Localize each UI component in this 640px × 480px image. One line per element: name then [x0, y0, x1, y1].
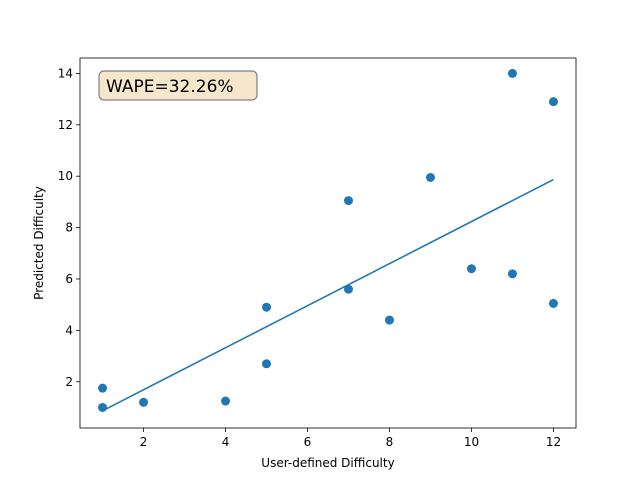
data-point — [343, 196, 353, 206]
regression-line-layer — [102, 178, 554, 412]
data-point — [466, 264, 476, 274]
wape-annotation: WAPE=32.26% — [98, 70, 258, 101]
x-tick-label: 8 — [386, 435, 394, 449]
x-tick-label: 2 — [140, 435, 148, 449]
data-point — [221, 396, 231, 406]
y-tick-label: 12 — [58, 118, 73, 132]
data-point — [548, 97, 558, 107]
y-tick-label: 8 — [65, 221, 73, 235]
y-tick-label: 4 — [65, 323, 73, 337]
x-tick-label: 6 — [304, 435, 312, 449]
data-point — [98, 402, 108, 412]
data-point — [507, 68, 517, 78]
points-layer — [98, 68, 558, 412]
x-tick-label: 12 — [546, 435, 561, 449]
x-tick-label: 10 — [464, 435, 479, 449]
regression-line — [102, 178, 554, 412]
annotation-text: WAPE=32.26% — [106, 77, 234, 97]
data-point — [98, 383, 108, 393]
data-point — [384, 315, 394, 325]
data-point — [262, 359, 272, 369]
x-axis-label: User-defined Difficulty — [261, 456, 394, 470]
y-tick-label: 14 — [58, 66, 73, 80]
data-point — [139, 397, 149, 407]
x-tick-label: 4 — [222, 435, 230, 449]
y-tick-label: 6 — [65, 272, 73, 286]
data-point — [425, 172, 435, 182]
y-axis-label: Predicted Difficulty — [32, 186, 46, 300]
data-point — [507, 269, 517, 279]
y-axis-ticks: 2 4 6 8 10 12 14 — [58, 66, 80, 389]
x-axis-ticks: 2 4 6 8 10 12 — [140, 428, 561, 449]
annotation-box — [98, 70, 258, 101]
data-point — [343, 284, 353, 294]
plot-area — [80, 58, 576, 428]
y-tick-label: 10 — [58, 169, 73, 183]
data-point — [548, 298, 558, 308]
y-tick-label: 2 — [65, 375, 73, 389]
data-point — [262, 302, 272, 312]
plot-frame — [79, 57, 577, 429]
